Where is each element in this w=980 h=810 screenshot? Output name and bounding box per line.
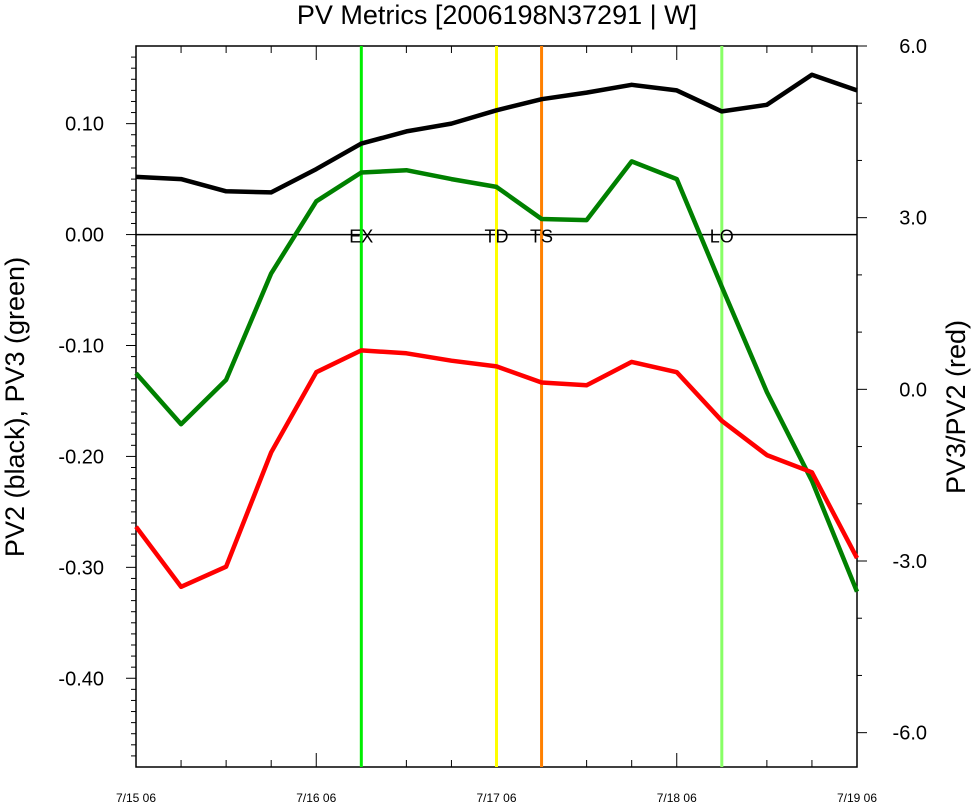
plot-area: 7/15 06 7/16 06 7/17 06 7/18 06 7/19 06 0.10 0… <box>58 36 927 805</box>
series-line-1 <box>134 159 860 593</box>
x-tick-label: 7/15 06 <box>116 791 156 805</box>
left-tick-label: 0.00 <box>65 225 104 247</box>
series-line-0 <box>135 72 858 195</box>
event-label-td: TD <box>485 227 509 247</box>
event-label-ts: TS <box>530 227 553 247</box>
chart-title: PV Metrics [2006198N37291 | W] <box>297 0 697 30</box>
right-tick-label: 3.0 <box>899 208 927 230</box>
x-tick-label: 7/19 06 <box>837 791 877 805</box>
left-tick-label: 0.10 <box>65 114 104 136</box>
x-tick-label: 7/16 06 <box>296 791 336 805</box>
left-tick-label: -0.30 <box>58 557 104 579</box>
left-y-axis-label: PV2 (black), PV3 (green) <box>0 257 30 557</box>
left-tick-label: -0.10 <box>58 335 104 357</box>
right-y-axis-label: PV3/PV2 (red) <box>941 320 971 494</box>
x-tick-label: 7/17 06 <box>476 791 516 805</box>
right-tick-label: -3.0 <box>893 551 927 573</box>
right-tick-label: -6.0 <box>893 723 927 745</box>
x-tick-label: 7/18 06 <box>657 791 697 805</box>
right-tick-label: 6.0 <box>899 36 927 58</box>
right-tick-label: 0.0 <box>899 379 927 401</box>
left-tick-label: -0.40 <box>58 668 104 690</box>
event-label-lo: LO <box>710 227 734 247</box>
left-tick-label: -0.20 <box>58 446 104 468</box>
event-label-ex: EX <box>349 227 373 247</box>
series-line-2 <box>134 348 859 590</box>
